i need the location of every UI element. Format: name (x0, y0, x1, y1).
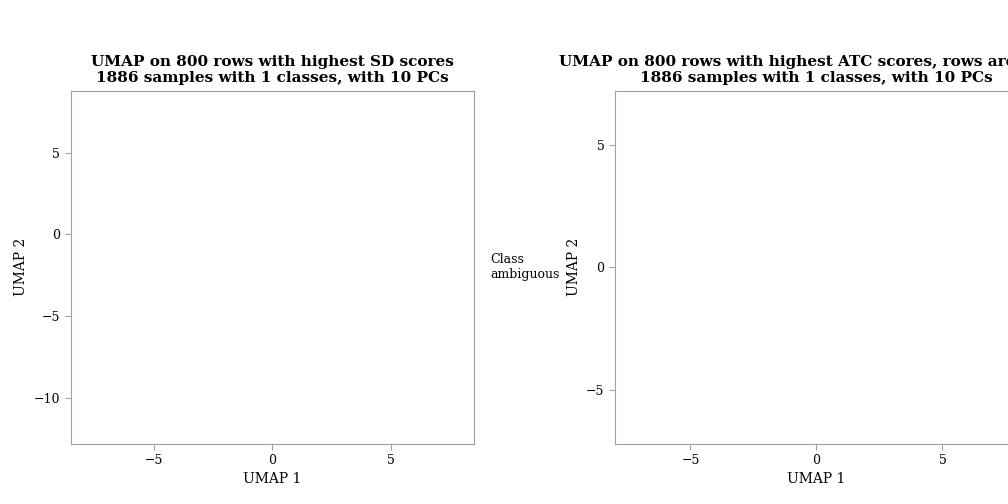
Title: UMAP on 800 rows with highest ATC scores, rows are scaled
1886 samples with 1 cl: UMAP on 800 rows with highest ATC scores… (558, 55, 1008, 85)
Y-axis label: UMAP 2: UMAP 2 (566, 238, 581, 296)
X-axis label: UMAP 1: UMAP 1 (787, 472, 846, 486)
X-axis label: UMAP 1: UMAP 1 (243, 472, 301, 486)
Text: Class
ambiguous: Class ambiguous (490, 253, 559, 281)
Title: UMAP on 800 rows with highest SD scores
1886 samples with 1 classes, with 10 PCs: UMAP on 800 rows with highest SD scores … (91, 55, 454, 85)
Y-axis label: UMAP 2: UMAP 2 (14, 238, 28, 296)
